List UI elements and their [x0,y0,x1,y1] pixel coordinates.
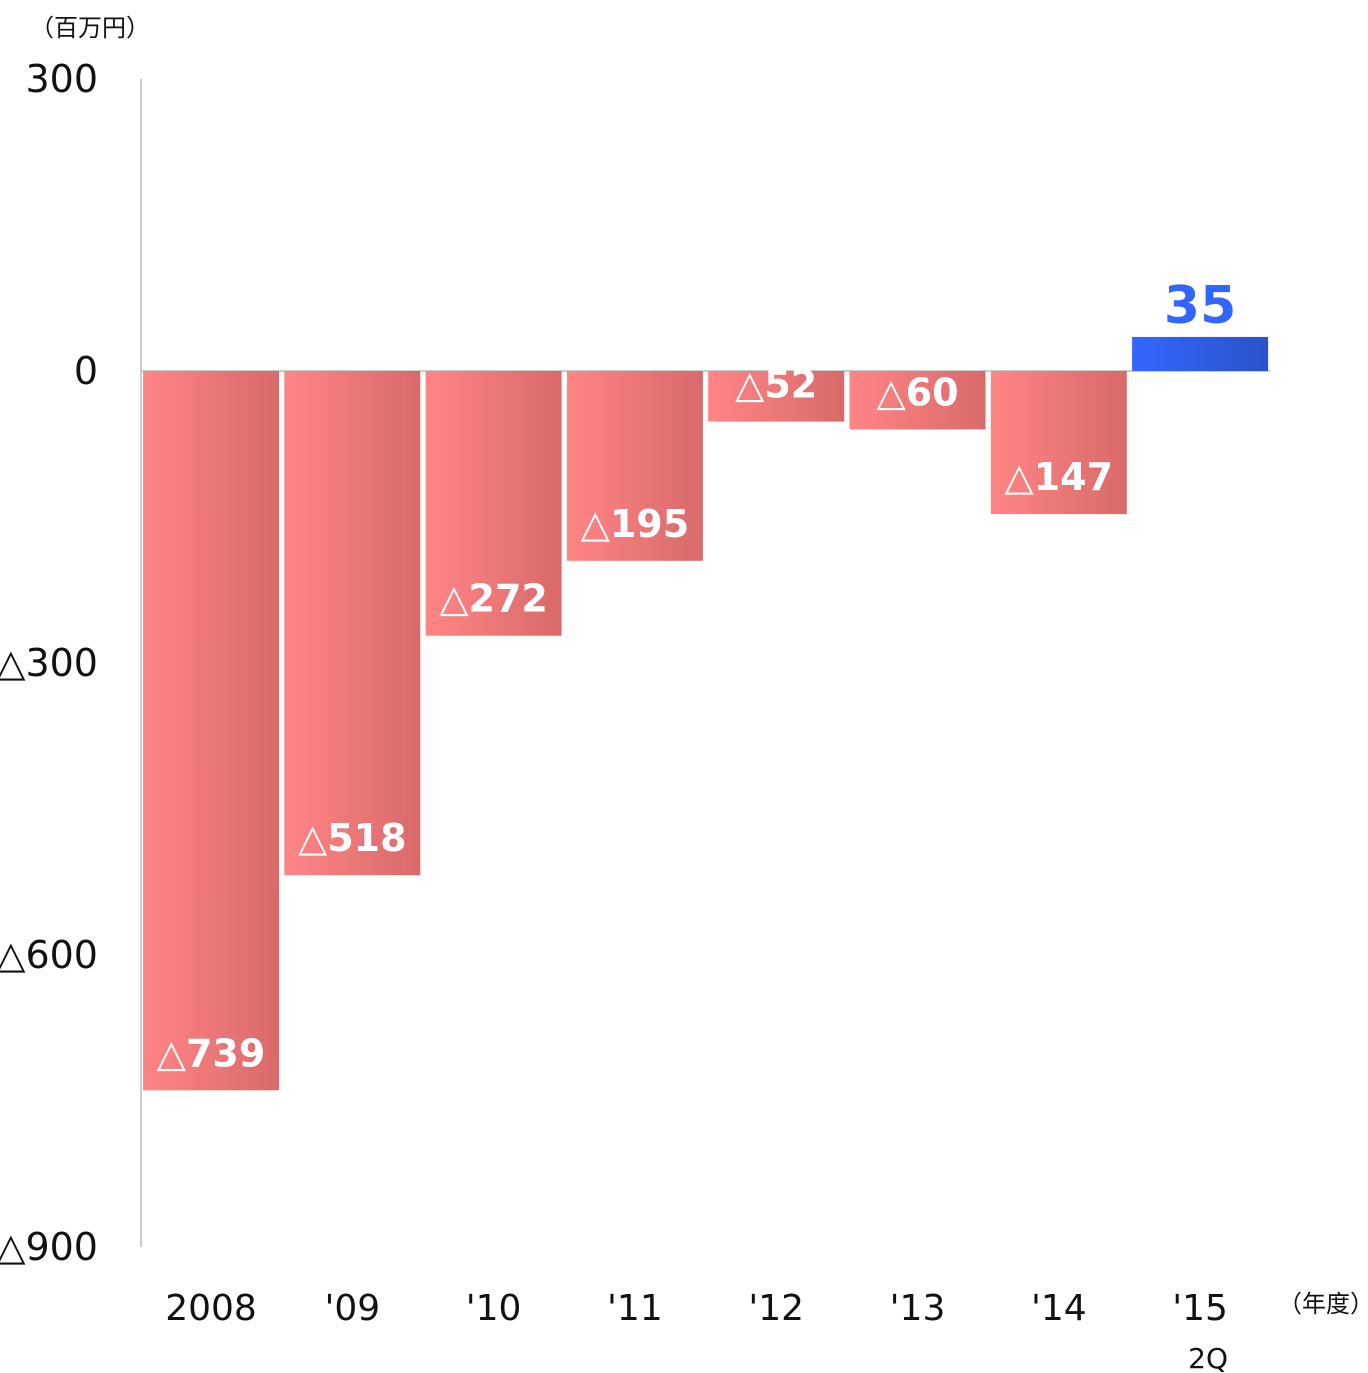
bar-value-labels: △739 △518 △272 △195 △52 △60 △147 35 [157,276,1237,1075]
x-unit-label: （年度） [1278,1290,1368,1318]
x-tick-label: '12 [748,1288,804,1329]
x-tick-label: '13 [890,1288,946,1329]
bar-value-label: △52 [735,363,817,407]
x-tick-label: 2008 [165,1288,257,1329]
bar-12 [708,371,845,422]
bar-value-label: 35 [1164,276,1236,336]
x-tick-label: '14 [1031,1288,1087,1329]
x-tick-sublabel: 2Q [1188,1342,1228,1373]
y-tick-label: △300 [0,641,98,685]
bar-value-label: △147 [1005,455,1114,499]
bar-10 [425,371,562,636]
bar-2008 [143,371,279,1091]
bar-14 [990,371,1127,515]
bar-value-label: △60 [876,370,958,414]
y-tick-label: △600 [0,933,98,977]
bar-13 [849,371,986,430]
x-tick-label: '09 [324,1288,380,1329]
y-unit-label: （百万円） [30,14,150,42]
bar-09 [284,371,421,876]
bar-value-label: △195 [581,502,690,546]
y-tick-labels: 300 0 △300 △600 △900 [0,57,98,1269]
x-tick-label: '10 [466,1288,522,1329]
bars [143,336,1269,1091]
bar-value-label: △518 [298,816,407,860]
y-tick-label: 0 [74,349,98,393]
bar-11 [566,371,703,561]
bar-value-label: △739 [157,1031,266,1075]
y-tick-label: 300 [25,57,98,101]
y-tick-label: △900 [0,1225,98,1269]
bar-15 [1132,336,1269,371]
x-tick-label: '15 [1172,1288,1228,1329]
x-tick-label: '11 [607,1288,663,1329]
bar-value-label: △272 [439,577,548,621]
x-tick-labels: 2008 '09 '10 '11 '12 '13 '14 '15 2Q [165,1288,1228,1373]
